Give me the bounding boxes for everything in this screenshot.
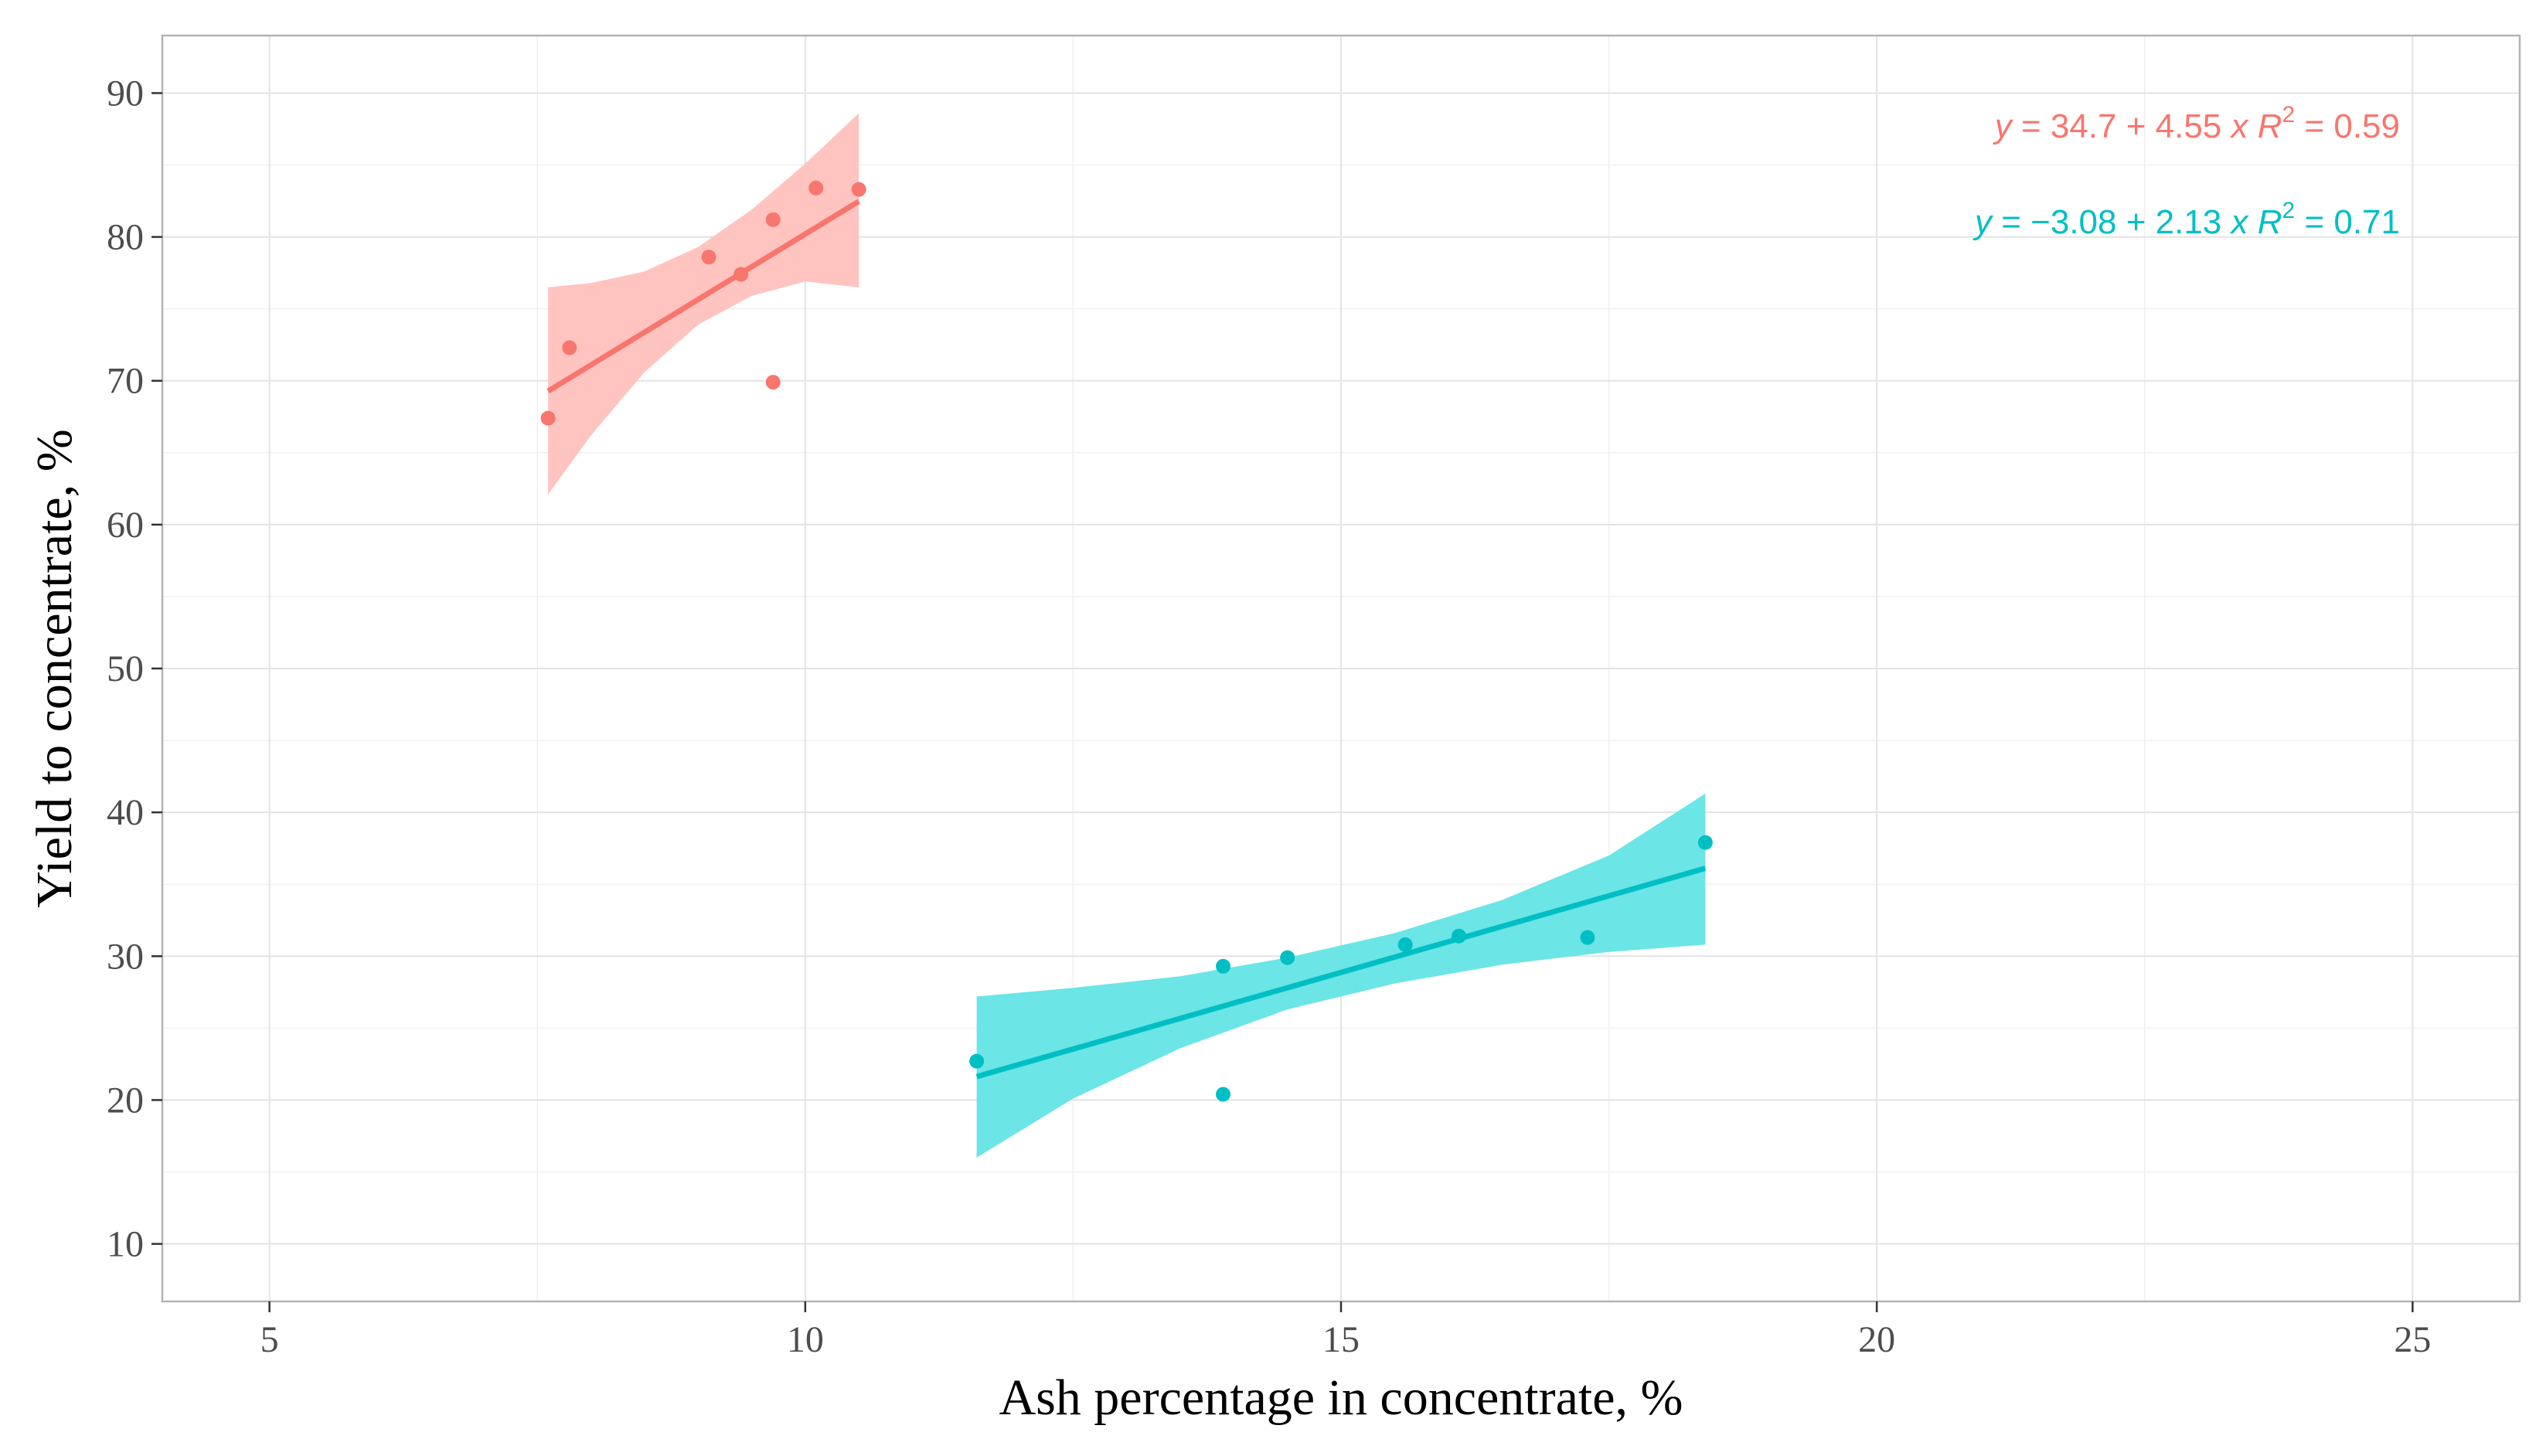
data-point-series-1	[540, 410, 556, 426]
y-tick-label: 40	[107, 792, 144, 833]
x-axis-title: Ash percentage in concentrate, %	[999, 1369, 1683, 1426]
confidence-band-series-1	[548, 113, 859, 495]
y-tick-label: 60	[107, 505, 144, 546]
fit-line-series-1	[546, 199, 860, 394]
gridlines	[162, 36, 2520, 1301]
y-axis-ticks: 10 20 30 40 50 60 70 80 90	[107, 73, 162, 1265]
data-point-series-1	[765, 375, 781, 390]
data-points	[540, 180, 1713, 1102]
data-point-series-2	[1697, 835, 1713, 850]
data-point-series-1	[701, 250, 716, 265]
data-point-series-2	[969, 1053, 985, 1069]
data-point-series-2	[1280, 950, 1295, 965]
data-point-series-1	[808, 180, 824, 196]
y-tick-label: 90	[107, 73, 144, 114]
fit-lines	[546, 199, 1707, 1080]
y-axis-title: Yield to concentrate, %	[26, 429, 83, 907]
y-tick-label: 70	[107, 361, 144, 402]
confidence-bands	[548, 113, 1706, 1158]
y-tick-label: 20	[107, 1080, 144, 1121]
x-tick-label: 10	[787, 1319, 824, 1360]
x-axis-ticks: 5 10 15 20 25	[260, 1301, 2431, 1360]
data-point-series-1	[765, 212, 781, 227]
y-tick-label: 30	[107, 936, 144, 977]
y-tick-label: 10	[107, 1224, 144, 1265]
confidence-band-series-2	[976, 793, 1706, 1158]
data-point-series-2	[1452, 928, 1466, 944]
y-tick-label: 50	[107, 648, 144, 689]
x-tick-label: 15	[1322, 1319, 1360, 1360]
data-point-series-1	[734, 267, 749, 282]
x-tick-label: 5	[260, 1319, 279, 1360]
data-point-series-2	[1397, 937, 1413, 952]
fit-line-series-2	[975, 866, 1707, 1080]
x-tick-label: 20	[1858, 1319, 1895, 1360]
data-point-series-1	[851, 182, 866, 197]
data-point-series-1	[562, 340, 577, 355]
y-tick-label: 80	[107, 217, 144, 258]
data-point-series-2	[1216, 1087, 1230, 1102]
equation-series-1: y = 34.7 + 4.55 x R2 = 0.59	[1993, 102, 2400, 145]
x-tick-label: 25	[2394, 1319, 2431, 1360]
data-point-series-2	[1216, 958, 1230, 974]
data-point-series-2	[1580, 930, 1595, 945]
equation-series-2: y = −3.08 + 2.13 x R2 = 0.71	[1972, 198, 2400, 241]
